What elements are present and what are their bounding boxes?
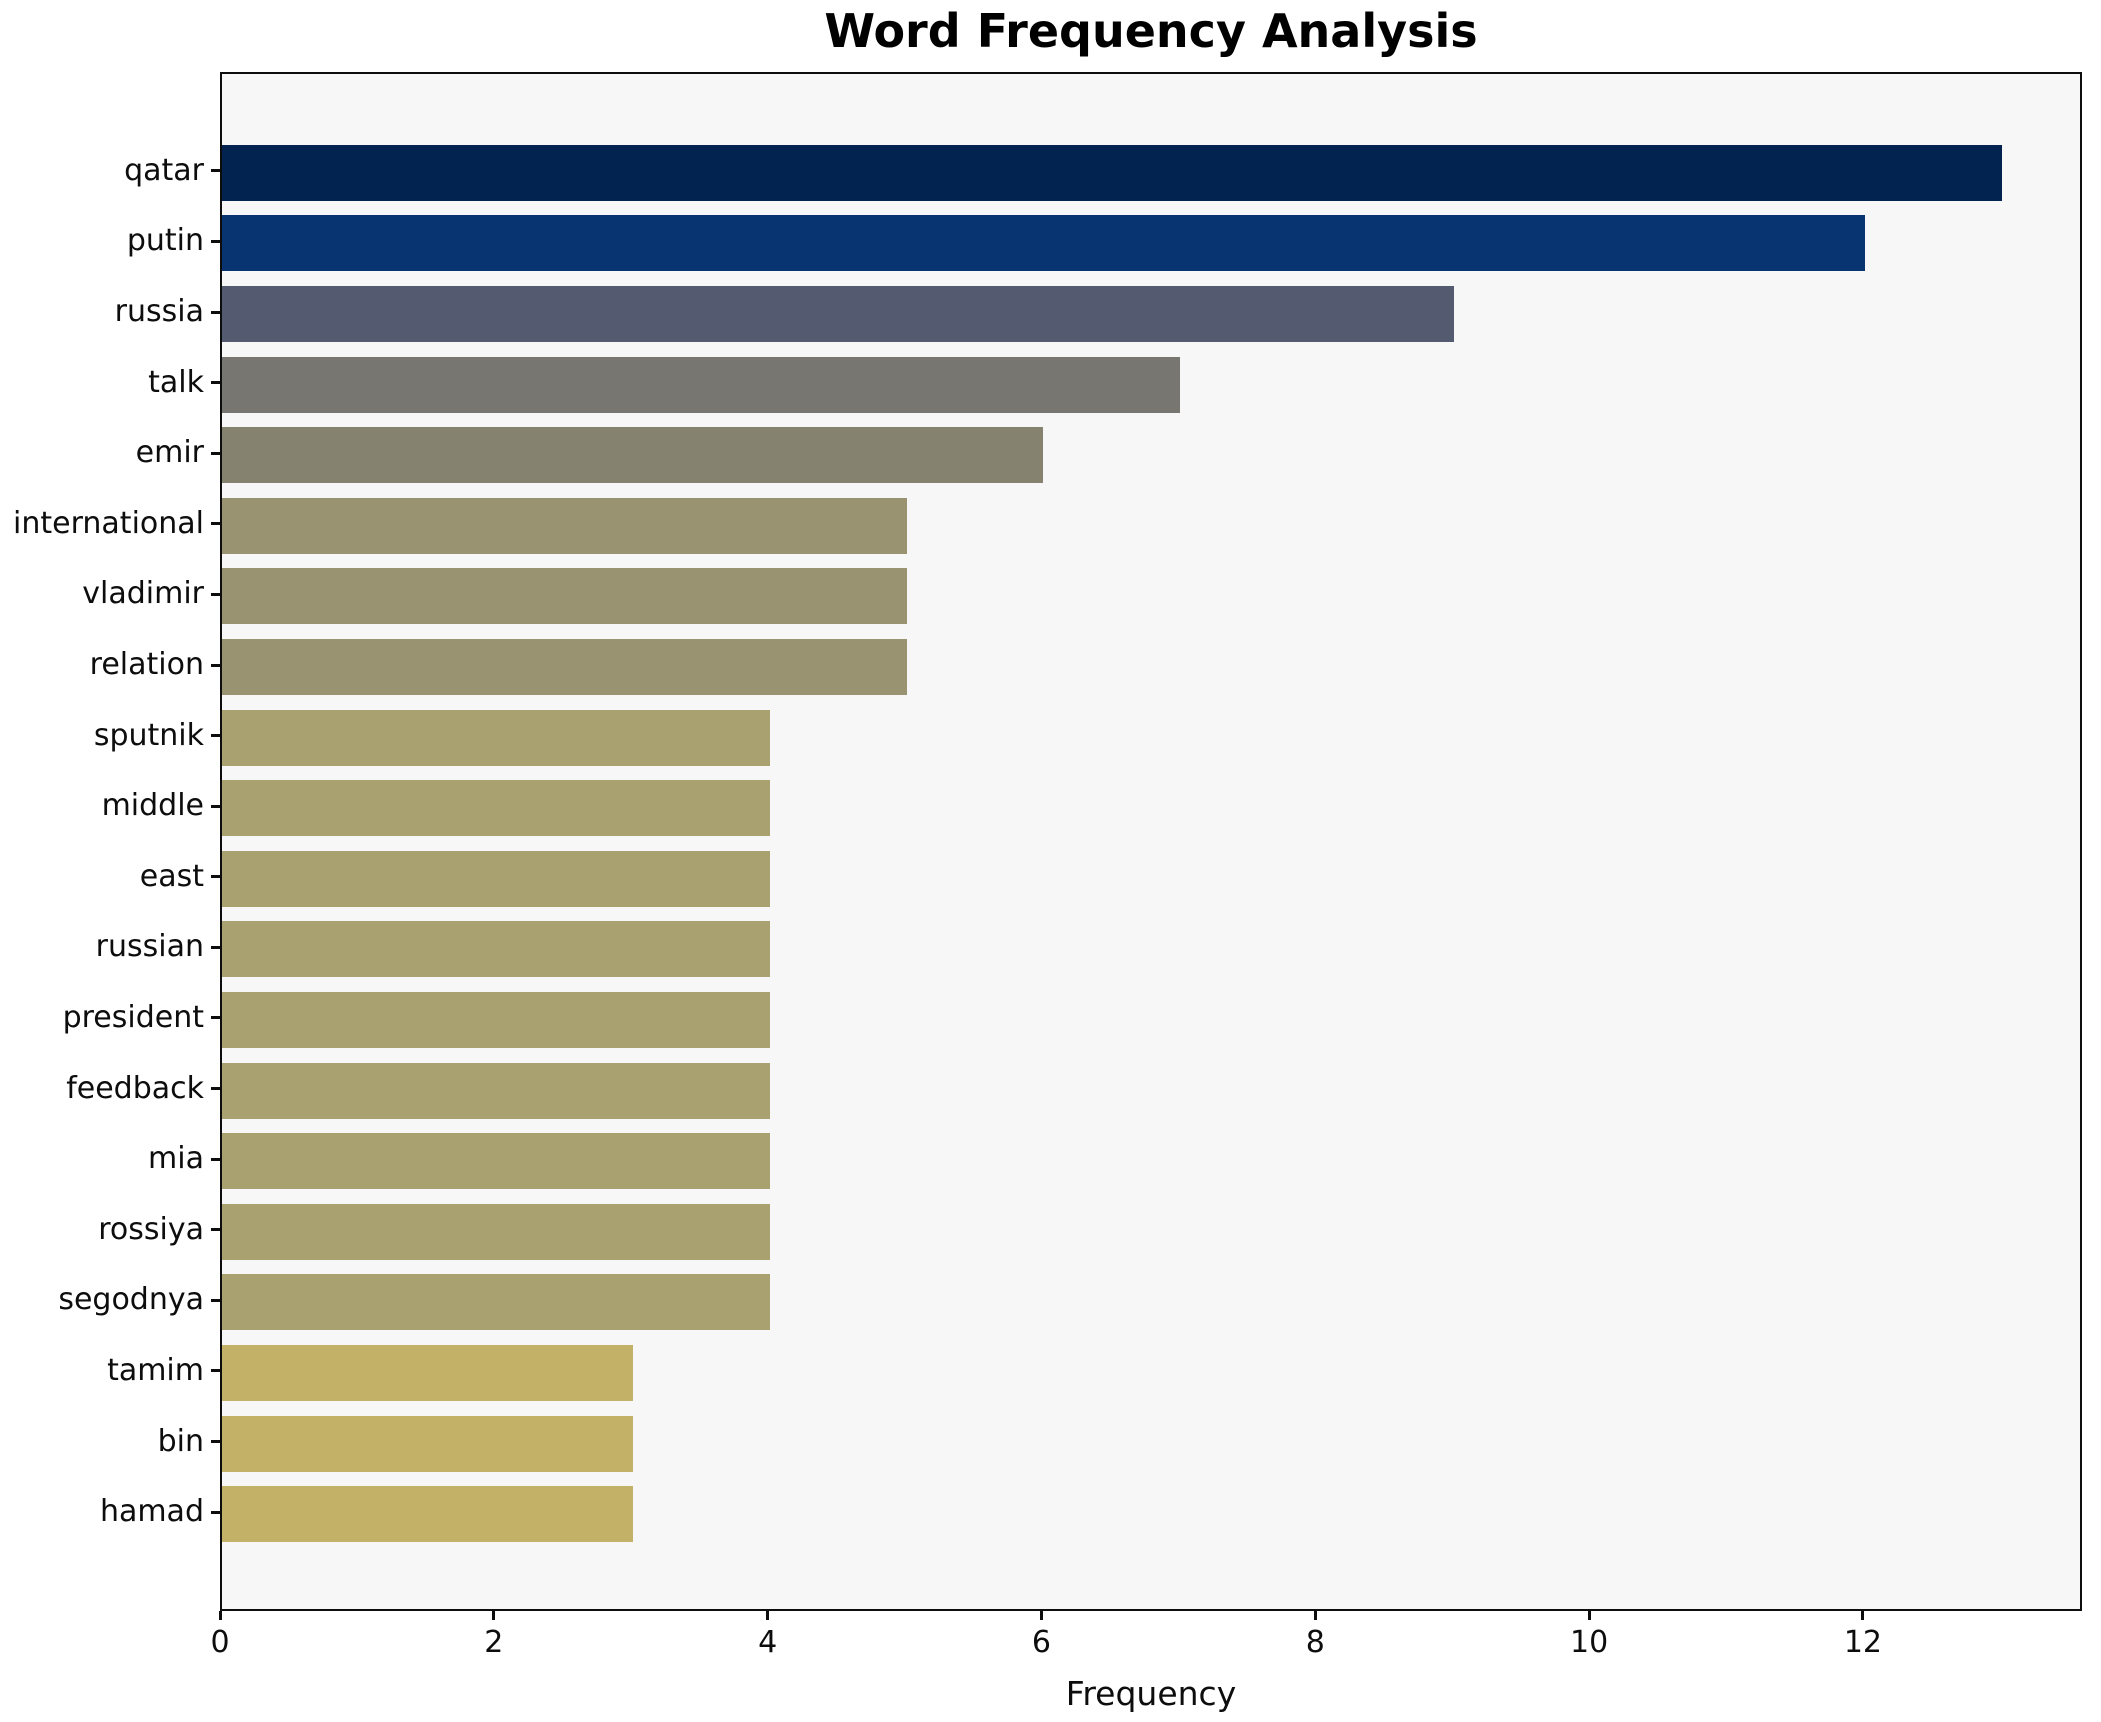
bar-vladimir	[222, 568, 907, 625]
bar-emir	[222, 427, 1044, 484]
x-tick-label-0: 0	[210, 1625, 230, 1660]
bar-russian	[222, 921, 770, 978]
bar-east	[222, 850, 770, 907]
y-tick-mark-russian	[211, 945, 220, 949]
bar-sputnik	[222, 709, 770, 766]
y-tick-mark-putin	[211, 239, 220, 243]
x-tick-mark-2	[492, 1611, 496, 1620]
x-tick-mark-6	[1039, 1611, 1043, 1620]
y-tick-mark-bin	[211, 1440, 220, 1444]
y-tick-mark-middle	[211, 804, 220, 808]
y-tick-label-rossiya: rossiya	[98, 1211, 204, 1247]
x-tick-mark-12	[1861, 1611, 1865, 1620]
y-tick-mark-hamad	[211, 1510, 220, 1514]
bar-tamim	[222, 1344, 633, 1401]
bar-russia	[222, 286, 1455, 343]
y-tick-label-hamad: hamad	[99, 1494, 204, 1530]
y-tick-label-middle: middle	[101, 788, 204, 824]
y-tick-mark-qatar	[211, 169, 220, 173]
y-tick-mark-president	[211, 1016, 220, 1020]
y-tick-label-mia: mia	[148, 1141, 204, 1177]
y-tick-label-segodnya: segodnya	[58, 1282, 204, 1318]
y-tick-label-bin: bin	[157, 1423, 204, 1459]
y-tick-mark-russia	[211, 310, 220, 314]
y-tick-label-russia: russia	[114, 294, 204, 330]
y-tick-mark-feedback	[211, 1087, 220, 1091]
y-tick-label-vladimir: vladimir	[82, 576, 204, 612]
x-tick-label-4: 4	[758, 1625, 778, 1660]
y-tick-label-talk: talk	[148, 364, 204, 400]
y-tick-mark-international	[211, 522, 220, 526]
y-tick-mark-east	[211, 875, 220, 879]
y-tick-label-emir: emir	[135, 435, 204, 471]
plot-area	[220, 72, 2082, 1611]
bar-mia	[222, 1133, 770, 1190]
x-tick-label-12: 12	[1843, 1625, 1883, 1660]
bar-qatar	[222, 144, 2002, 201]
y-tick-label-east: east	[139, 858, 204, 894]
y-tick-label-putin: putin	[126, 223, 204, 259]
y-tick-label-sputnik: sputnik	[93, 717, 204, 753]
y-tick-label-tamim: tamim	[107, 1352, 204, 1388]
x-tick-mark-8	[1313, 1611, 1317, 1620]
x-tick-label-10: 10	[1570, 1625, 1609, 1660]
bar-hamad	[222, 1486, 633, 1543]
bar-talk	[222, 356, 1181, 413]
y-tick-mark-emir	[211, 451, 220, 455]
y-tick-mark-talk	[211, 381, 220, 385]
y-tick-mark-vladimir	[211, 592, 220, 596]
bar-rossiya	[222, 1203, 770, 1260]
y-tick-label-russian: russian	[95, 929, 204, 965]
x-tick-mark-10	[1587, 1611, 1591, 1620]
x-tick-label-2: 2	[484, 1625, 504, 1660]
y-tick-mark-segodnya	[211, 1298, 220, 1302]
y-tick-label-president: president	[62, 999, 204, 1035]
y-tick-mark-rossiya	[211, 1228, 220, 1232]
y-tick-label-international: international	[13, 505, 204, 541]
bar-middle	[222, 780, 770, 837]
bar-feedback	[222, 1062, 770, 1119]
x-tick-label-6: 6	[1031, 1625, 1052, 1660]
x-tick-mark-0	[218, 1611, 222, 1620]
y-tick-mark-tamim	[211, 1369, 220, 1373]
bar-putin	[222, 215, 1865, 272]
y-tick-mark-relation	[211, 663, 220, 667]
y-tick-label-feedback: feedback	[66, 1070, 204, 1106]
y-tick-mark-sputnik	[211, 734, 220, 738]
y-tick-label-qatar: qatar	[124, 152, 204, 188]
bar-segodnya	[222, 1274, 770, 1331]
x-tick-mark-4	[766, 1611, 770, 1620]
bar-bin	[222, 1415, 633, 1472]
bar-president	[222, 991, 770, 1048]
x-tick-label-8: 8	[1305, 1625, 1325, 1660]
x-axis-label: Frequency	[1065, 1674, 1237, 1713]
y-tick-label-relation: relation	[89, 647, 204, 682]
bar-relation	[222, 639, 907, 695]
bar-international	[222, 497, 907, 554]
chart-title: Word Frequency Analysis	[824, 4, 1478, 58]
y-tick-mark-mia	[211, 1157, 220, 1161]
